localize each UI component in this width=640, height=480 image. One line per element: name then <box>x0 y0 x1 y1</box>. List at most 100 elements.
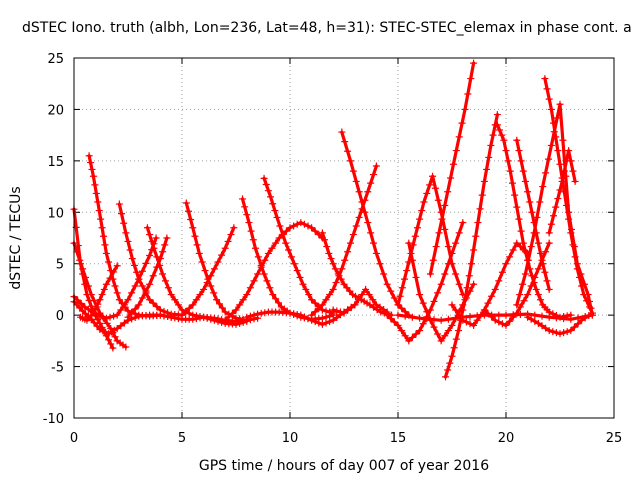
data-point <box>322 296 330 304</box>
data-point <box>474 219 482 227</box>
data-point <box>331 265 339 273</box>
data-point <box>214 258 222 266</box>
data-point <box>318 229 326 237</box>
data-series <box>178 224 238 319</box>
data-point <box>105 258 113 266</box>
data-point <box>398 304 406 312</box>
data-point <box>408 256 416 264</box>
data-point <box>496 126 504 134</box>
data-point <box>311 299 319 307</box>
y-tick-label: 5 <box>56 258 64 273</box>
data-point <box>441 332 449 340</box>
data-point <box>182 308 190 316</box>
data-point <box>472 232 480 240</box>
data-point <box>198 258 206 266</box>
x-tick-label: 5 <box>178 431 186 446</box>
data-point <box>511 191 519 199</box>
data-point <box>480 311 488 319</box>
data-point <box>524 256 532 264</box>
data-point <box>539 183 547 191</box>
data-point <box>156 255 164 263</box>
data-point <box>124 237 132 245</box>
data-series <box>394 310 596 324</box>
data-point <box>282 239 290 247</box>
data-point <box>408 333 416 341</box>
data-point <box>465 272 473 280</box>
data-point <box>401 312 409 320</box>
data-point <box>444 315 452 323</box>
data-point <box>90 297 98 305</box>
x-tick-label: 25 <box>606 431 623 446</box>
data-point <box>272 295 280 303</box>
data-point <box>437 316 445 324</box>
data-point <box>452 147 460 155</box>
data-point <box>452 314 460 322</box>
data-point <box>187 215 195 223</box>
data-point <box>533 213 541 221</box>
data-point <box>82 273 90 281</box>
data-point <box>131 305 139 313</box>
data-point <box>257 263 265 271</box>
data-point <box>131 282 139 290</box>
data-point <box>534 265 542 273</box>
data-point <box>304 222 312 230</box>
data-point <box>300 220 308 228</box>
data-point <box>370 239 378 247</box>
data-point <box>143 224 151 232</box>
data-point <box>580 291 588 299</box>
data-point <box>318 320 326 328</box>
data-point <box>423 308 431 316</box>
data-point <box>573 265 581 273</box>
data-point <box>416 215 424 223</box>
data-point <box>400 275 408 283</box>
data-point <box>509 246 517 254</box>
data-point <box>210 289 218 297</box>
data-point <box>380 270 388 278</box>
data-point <box>429 256 437 264</box>
data-series <box>426 59 478 278</box>
data-point <box>563 328 571 336</box>
data-point <box>567 327 575 335</box>
data-point <box>530 229 538 237</box>
data-point <box>452 239 460 247</box>
data-point <box>574 314 582 322</box>
data-point <box>126 246 134 254</box>
data-point <box>390 318 398 326</box>
data-point <box>264 187 272 195</box>
data-point <box>556 330 564 338</box>
data-point <box>537 296 545 304</box>
data-point <box>531 311 539 319</box>
y-axis-label: dSTEC / TECUs <box>8 186 24 289</box>
data-point <box>355 213 363 221</box>
data-point <box>84 305 92 313</box>
data-point <box>432 243 440 251</box>
data-point <box>98 224 106 232</box>
data-point <box>461 296 469 304</box>
data-point <box>419 299 427 307</box>
data-point <box>513 203 521 211</box>
data-point <box>444 260 452 268</box>
plot-frame <box>73 57 615 419</box>
data-point <box>586 303 594 311</box>
data-point <box>97 215 105 223</box>
data-point <box>355 188 363 196</box>
series-trace <box>407 241 476 343</box>
data-point <box>550 212 558 220</box>
data-point <box>358 198 366 206</box>
data-point <box>117 322 125 330</box>
data-point <box>293 310 301 318</box>
data-point <box>120 219 128 227</box>
data-point <box>372 162 380 170</box>
data-point <box>285 246 293 254</box>
data-point <box>344 248 352 256</box>
data-point <box>537 249 545 257</box>
data-point <box>105 336 113 344</box>
data-point <box>351 301 359 309</box>
data-point <box>326 291 334 299</box>
data-point <box>349 231 357 239</box>
data-point <box>565 215 573 223</box>
data-point <box>513 301 521 309</box>
data-point <box>556 100 564 108</box>
data-point <box>567 157 575 165</box>
data-point <box>193 241 201 249</box>
